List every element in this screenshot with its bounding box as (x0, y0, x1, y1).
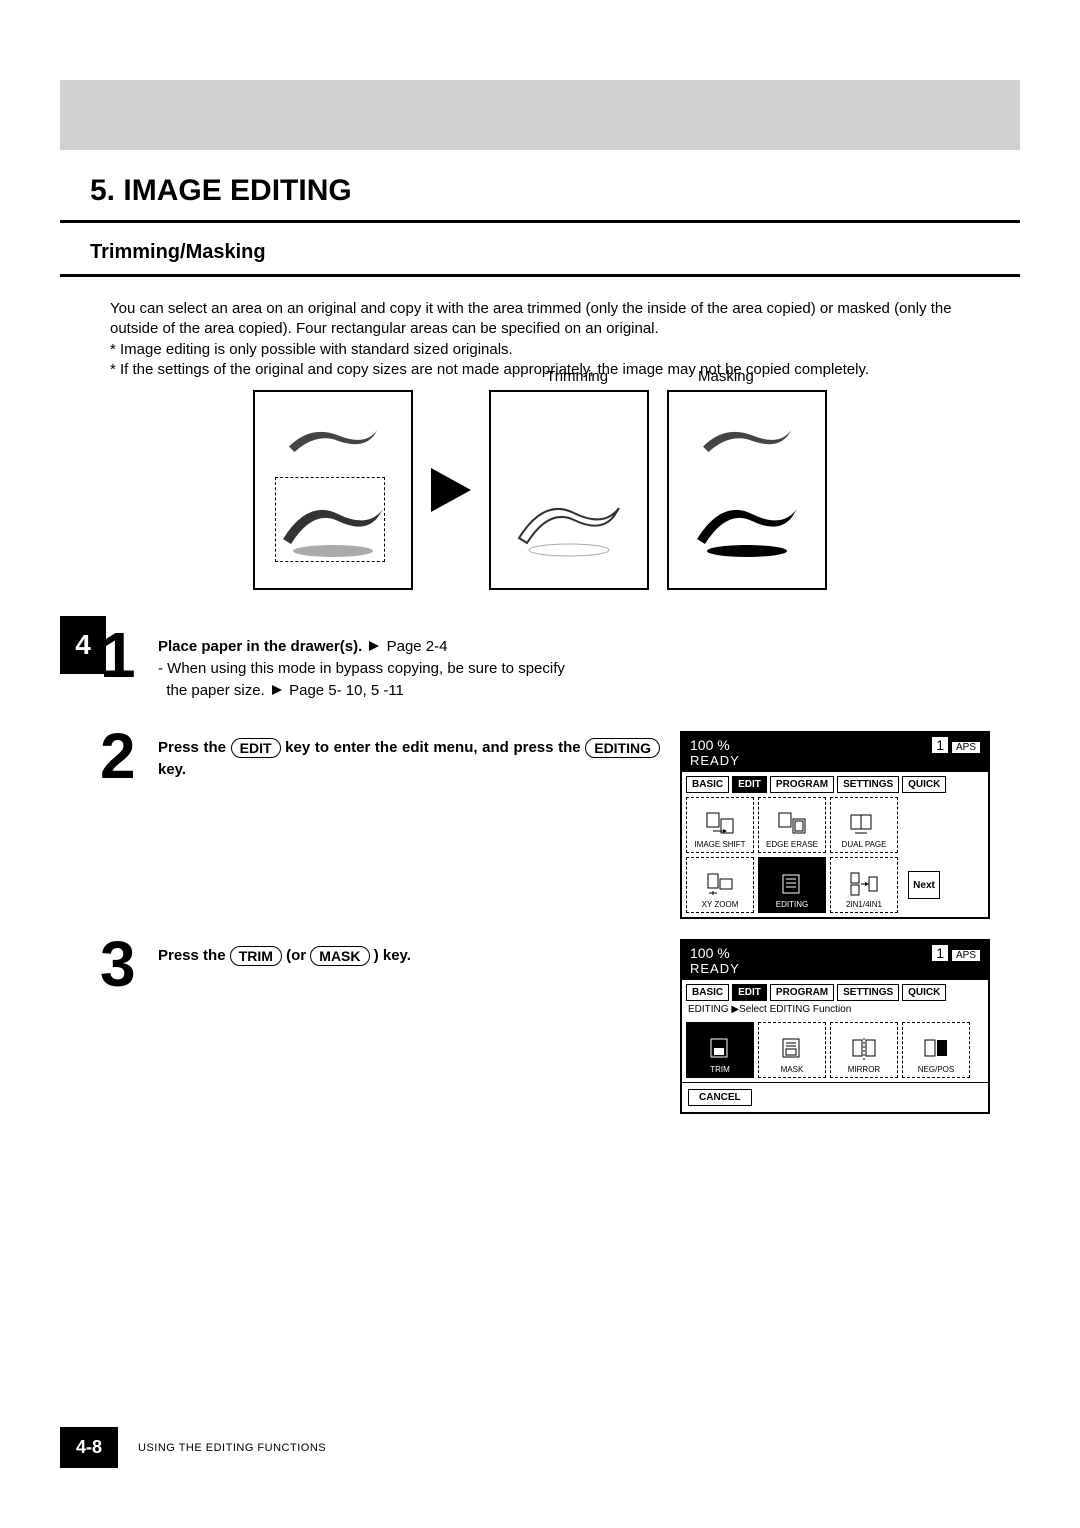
subsection-title: Trimming/Masking (60, 241, 1020, 277)
trim-key: TRIM (230, 946, 282, 966)
edge-erase-button[interactable]: EDGE ERASE (758, 797, 826, 853)
original-diagram (253, 390, 413, 590)
intro-p1: You can select an area on an original an… (110, 299, 990, 340)
func-label: EDITING (776, 900, 808, 909)
tab-program[interactable]: PROGRAM (770, 776, 834, 793)
step1-line2b: the paper size. (166, 682, 264, 699)
mask-key: MASK (310, 946, 369, 966)
func-label: MASK (781, 1065, 804, 1074)
count-badge: 1 (932, 737, 948, 753)
trim-button[interactable]: TRIM (686, 1022, 754, 1078)
s2-t1: Press the (158, 739, 231, 756)
step-2: 2 Press the EDIT key to enter the edit m… (100, 731, 660, 782)
tab-program[interactable]: PROGRAM (770, 984, 834, 1001)
chapter-tab: 4 (60, 616, 106, 674)
func-label: NEG/POS (918, 1065, 954, 1074)
step-number: 3 (100, 939, 148, 990)
tab-basic[interactable]: BASIC (686, 776, 729, 793)
xy-zoom-button[interactable]: XY ZOOM (686, 857, 754, 913)
breadcrumb: EDITING ▶Select EDITING Function (682, 1001, 988, 1018)
page-banner (60, 80, 1020, 150)
editing-key: EDITING (585, 738, 660, 758)
aps-badge: APS (952, 950, 980, 961)
image-shift-button[interactable]: IMAGE SHIFT (686, 797, 754, 853)
func-label: MIRROR (848, 1065, 880, 1074)
2in1-button[interactable]: 2IN1/4IN1 (830, 857, 898, 913)
step-number: 2 (100, 731, 148, 782)
mask-button[interactable]: MASK (758, 1022, 826, 1078)
tab-quick[interactable]: QUICK (902, 984, 946, 1001)
aps-badge: APS (952, 742, 980, 753)
func-label: XY ZOOM (702, 900, 739, 909)
masking-diagram (667, 390, 827, 590)
func-label: EDGE ERASE (766, 840, 818, 849)
section-title: 5. IMAGE EDITING (60, 156, 1020, 223)
section-number: 5. (90, 174, 115, 207)
trimming-diagram (489, 390, 649, 590)
page-footer: 4-8 USING THE EDITING FUNCTIONS (60, 1427, 326, 1468)
ref-arrow-icon (369, 641, 379, 651)
step-number: 1 (100, 630, 148, 681)
func-label: 2IN1/4IN1 (846, 900, 882, 909)
tab-edit[interactable]: EDIT (732, 776, 767, 793)
s3-t2: (or (286, 947, 310, 964)
tab-edit[interactable]: EDIT (732, 984, 767, 1001)
ready-label: READY (690, 753, 980, 768)
s3-t1: Press the (158, 947, 230, 964)
count-badge: 1 (932, 945, 948, 961)
step1-line2a: - When using this mode in bypass copying… (158, 660, 565, 677)
readout: 100 % (690, 737, 730, 753)
cancel-button[interactable]: CANCEL (688, 1089, 752, 1106)
step1-ref2: Page 5- 10, 5 -11 (289, 682, 404, 699)
dual-page-button[interactable]: DUAL PAGE (830, 797, 898, 853)
edit-key: EDIT (231, 738, 281, 758)
step-3: 3 Press the TRIM (or MASK ) key. (100, 939, 660, 990)
footer-text: USING THE EDITING FUNCTIONS (138, 1442, 326, 1454)
screen-editing-submenu: 100 % 1 APS READY BASIC EDIT PROGRAM SETT… (680, 939, 990, 1114)
tab-quick[interactable]: QUICK (902, 776, 946, 793)
s2-t2: key to enter the edit menu, and press th… (285, 739, 585, 756)
ref-arrow-icon (272, 685, 282, 695)
masking-label: Masking (698, 368, 754, 385)
trimming-label: Trimming (546, 368, 608, 385)
func-label: DUAL PAGE (842, 840, 887, 849)
tab-settings[interactable]: SETTINGS (837, 984, 899, 1001)
negpos-button[interactable]: NEG/POS (902, 1022, 970, 1078)
readout: 100 % (690, 945, 730, 961)
tab-settings[interactable]: SETTINGS (837, 776, 899, 793)
page-number: 4-8 (60, 1427, 118, 1468)
s3-t3: ) key. (374, 947, 411, 964)
arrow-icon (431, 468, 471, 512)
screen-edit-menu: 100 % 1 APS READY BASIC EDIT PROGRAM SETT… (680, 731, 990, 919)
tab-basic[interactable]: BASIC (686, 984, 729, 1001)
diagram-row: Trimming Masking (60, 390, 1020, 590)
step1-title: Place paper in the drawer(s). (158, 638, 362, 655)
func-label: TRIM (710, 1065, 730, 1074)
next-button[interactable]: Next (908, 871, 940, 899)
intro-b1: * Image editing is only possible with st… (110, 340, 990, 360)
step-1: 1 Place paper in the drawer(s). Page 2-4… (100, 630, 1000, 701)
section-heading: IMAGE EDITING (123, 174, 351, 207)
mirror-button[interactable]: MIRROR (830, 1022, 898, 1078)
func-label: IMAGE SHIFT (694, 840, 745, 849)
s2-t3: key. (158, 761, 186, 778)
ready-label: READY (690, 961, 980, 976)
editing-button[interactable]: EDITING (758, 857, 826, 913)
step1-ref1: Page 2-4 (387, 638, 448, 655)
